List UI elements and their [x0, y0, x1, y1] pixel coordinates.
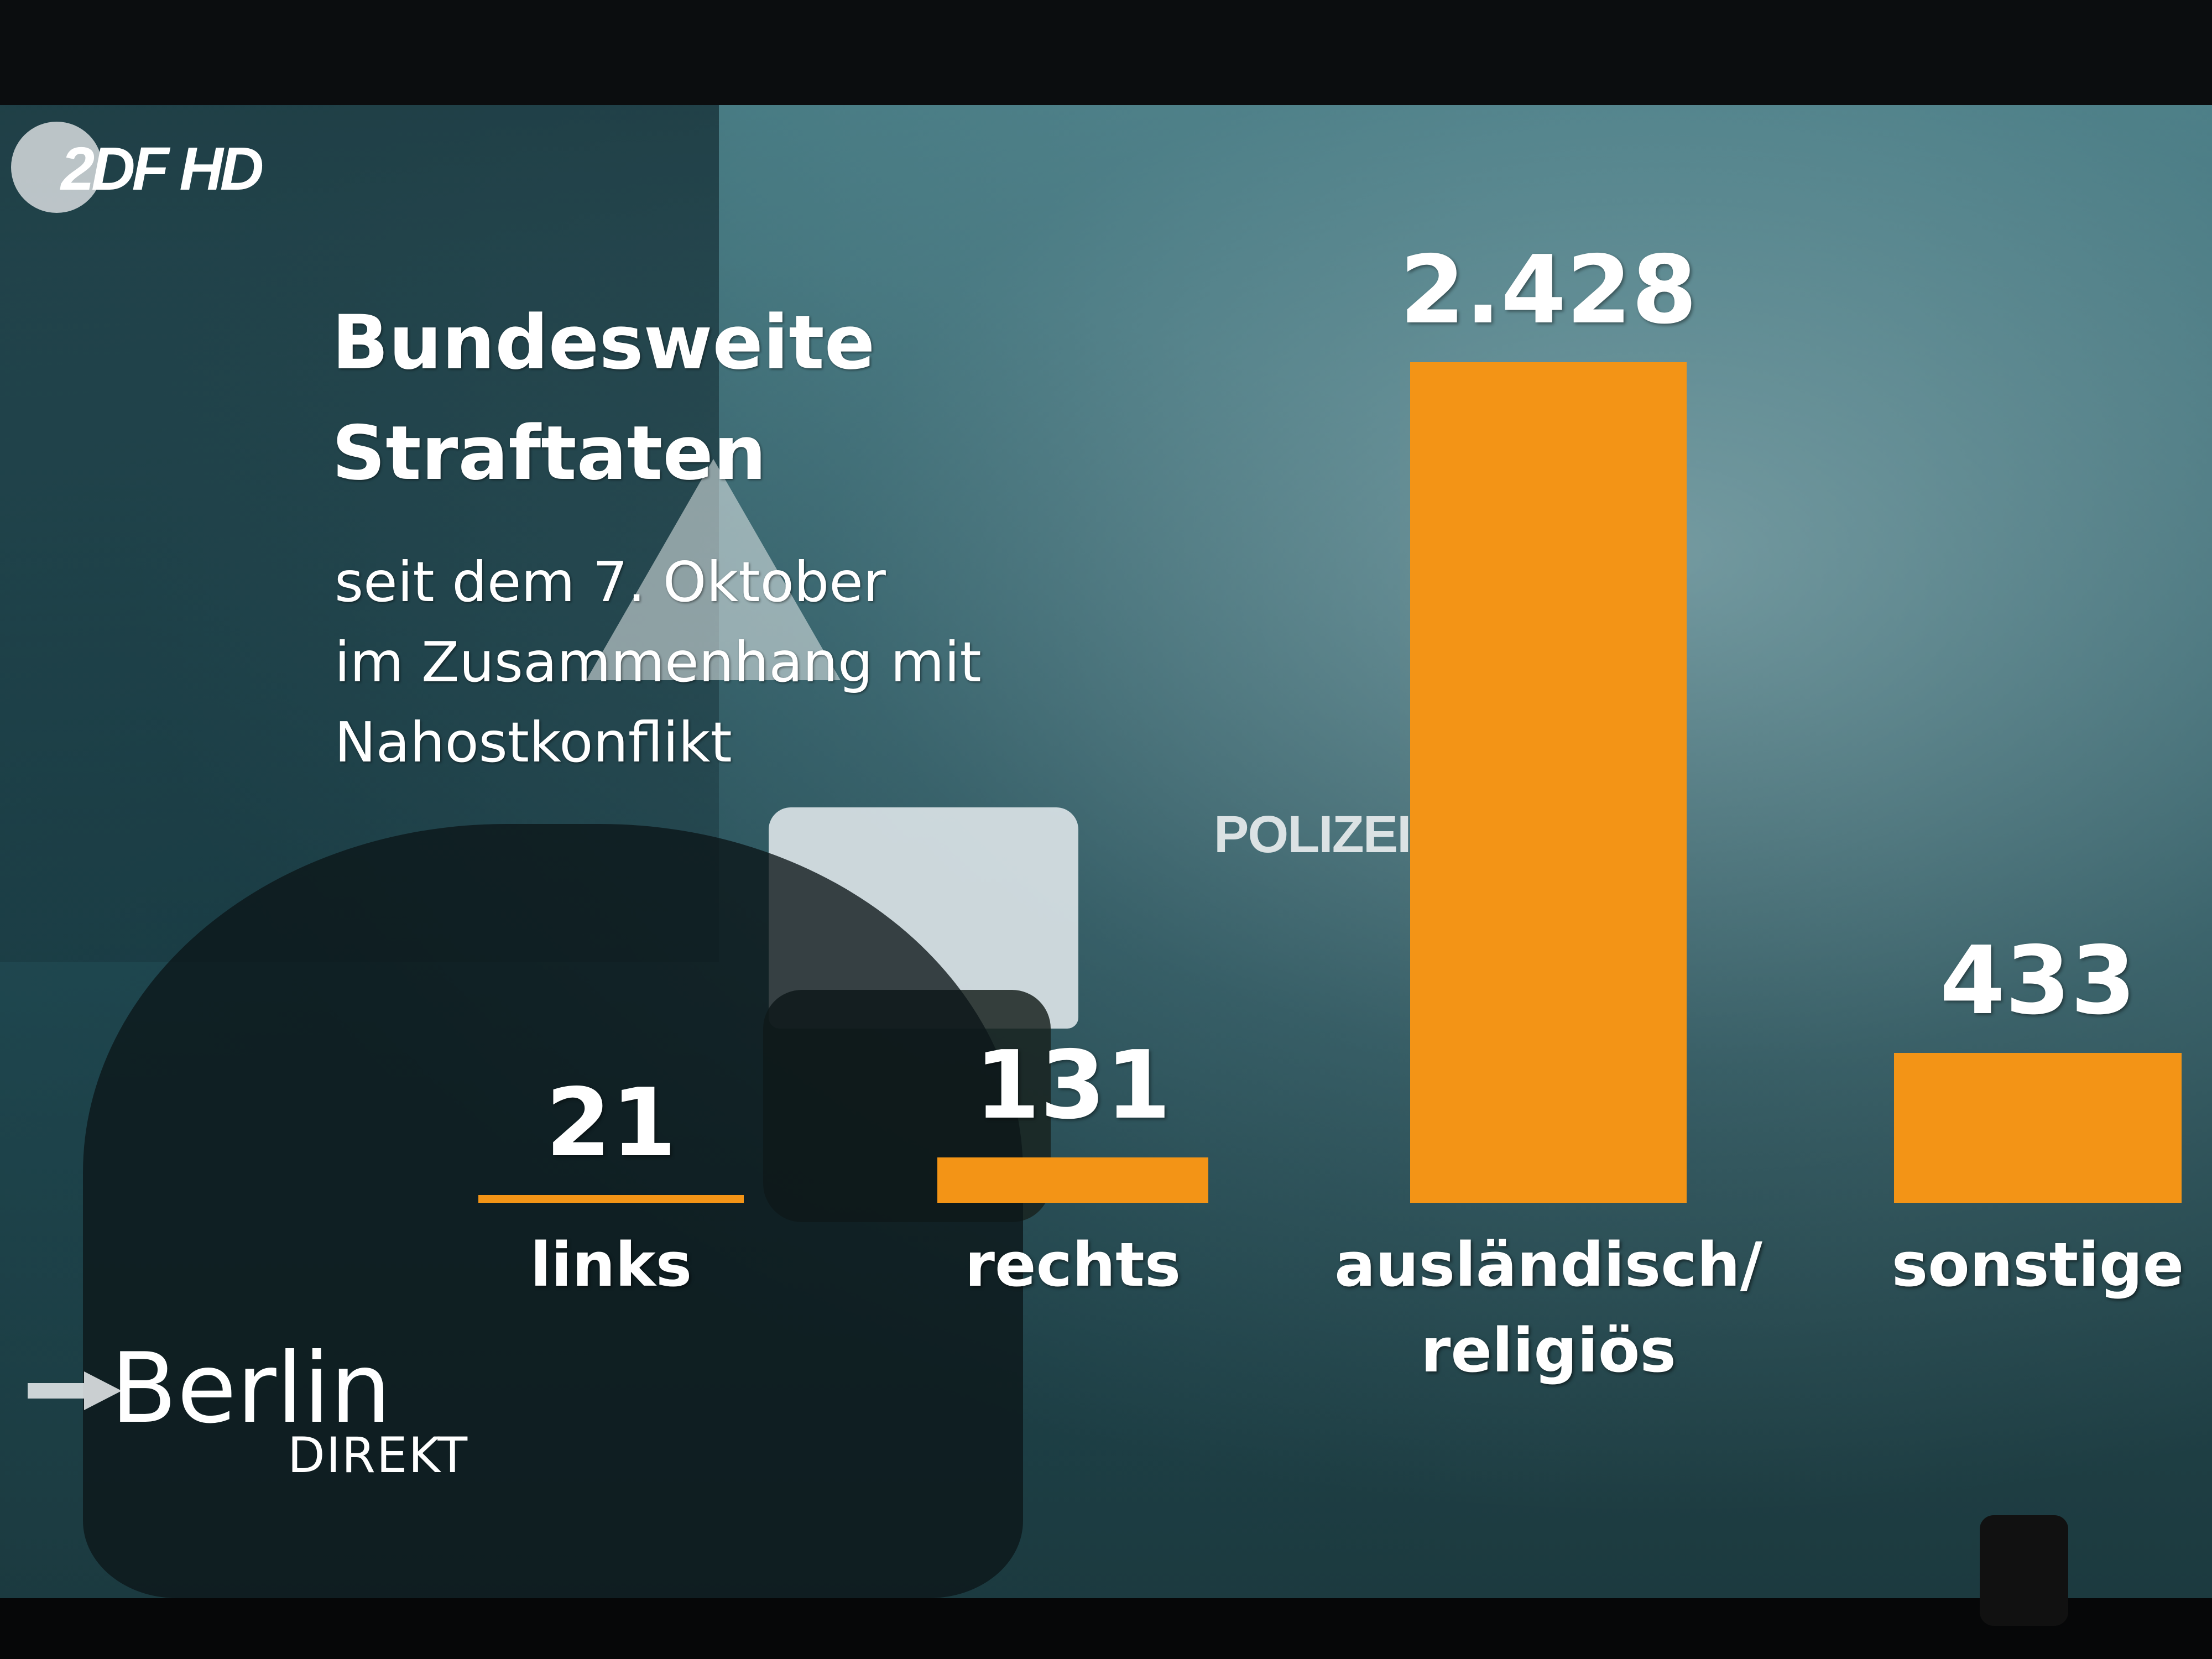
- show-name: Berlin: [111, 1333, 392, 1445]
- chart-subtitle-line: Nahostkonflikt: [335, 710, 732, 775]
- value-label: 131: [974, 1031, 1171, 1140]
- category-label-line: ausländisch/: [1334, 1229, 1762, 1300]
- chart-title-line: Straftaten: [332, 410, 767, 497]
- background-polizei-text: POLIZEI: [1214, 805, 1411, 864]
- category-label: rechts: [824, 1222, 1322, 1308]
- chart-subtitle: seit dem 7. Oktober im Zusammenhang mit …: [335, 542, 982, 782]
- value-label: 21: [545, 1068, 677, 1178]
- category-label-line: links: [530, 1229, 692, 1300]
- channel-logo: 2DF HD: [11, 122, 288, 216]
- category-label-line: sonstige: [1891, 1229, 2184, 1300]
- chart-title: Bundesweite Straftaten: [332, 288, 875, 509]
- foreground-object: [1980, 1515, 2068, 1626]
- value-label: 2.428: [1400, 236, 1697, 345]
- category-label: sonstige: [1789, 1222, 2212, 1308]
- chart-title-line: Bundesweite: [332, 299, 875, 386]
- tv-bezel-bottom: [0, 1598, 2212, 1659]
- bar-rechts: [937, 1157, 1208, 1203]
- bar-sonstige: [1894, 1053, 2182, 1203]
- logo-circle-icon: [11, 122, 102, 213]
- tv-screen: [0, 105, 2212, 1598]
- category-label-line: religiös: [1421, 1315, 1676, 1386]
- background-warning-sign: [586, 459, 841, 680]
- chart-subtitle-line: seit dem 7. Oktober: [335, 550, 886, 614]
- category-label: links: [362, 1222, 860, 1308]
- chart-subtitle-line: im Zusammenhang mit: [335, 630, 982, 695]
- show-subtitle: DIREKT: [288, 1427, 469, 1484]
- bar-links: [478, 1195, 744, 1203]
- channel-logo-text: 2DF HD: [61, 135, 264, 203]
- category-label: ausländisch/religiös: [1300, 1222, 1797, 1394]
- background-crowd: [83, 824, 1023, 1598]
- value-label: 433: [1939, 926, 2136, 1036]
- bar-ausländisch/ religiös: [1410, 362, 1687, 1203]
- category-label-line: rechts: [964, 1229, 1181, 1300]
